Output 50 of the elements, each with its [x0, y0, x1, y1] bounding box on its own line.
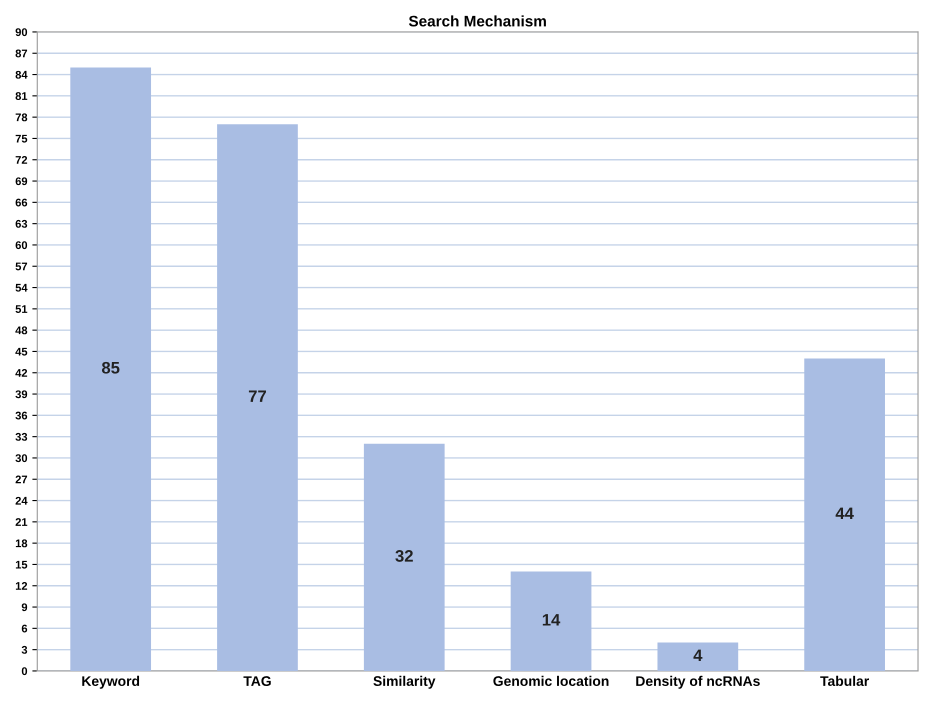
bar [804, 358, 885, 671]
y-tick-label: 66 [16, 198, 28, 206]
y-tick-label: 12 [16, 582, 28, 590]
data-label: 44 [836, 508, 854, 520]
data-label: 85 [102, 362, 120, 374]
bar [217, 124, 298, 671]
y-tick-label: 27 [16, 476, 28, 484]
y-tick-label: 9 [22, 603, 28, 612]
y-tick-label: 57 [16, 262, 28, 270]
y-tick-label: 3 [22, 646, 28, 654]
y-tick-label: 63 [16, 220, 28, 228]
y-tick-label: 87 [16, 50, 28, 58]
y-tick-label: 54 [16, 284, 28, 292]
y-tick-label: 90 [16, 28, 28, 36]
y-tick-label: 42 [15, 369, 28, 377]
y-tick-label: 18 [16, 539, 28, 548]
y-tick-label: 60 [16, 241, 28, 250]
y-tick-label: 24 [16, 496, 28, 505]
bar [364, 444, 445, 671]
data-label: 77 [248, 390, 266, 402]
x-tick-label: Density of ncRNAs [636, 676, 760, 689]
x-tick-label: TAG [243, 676, 271, 686]
chart-title: Search Mechanism [408, 15, 546, 27]
y-tick-label: 6 [22, 624, 28, 632]
y-tick-label: 81 [16, 92, 28, 100]
x-tick-label: Keyword [82, 676, 140, 689]
x-tick-label: Tabular [820, 676, 869, 686]
bar [510, 572, 592, 671]
y-tick-label: 45 [15, 348, 28, 356]
y-tick-label: 72 [16, 156, 28, 164]
x-tick-label: Genomic location [493, 676, 608, 686]
y-tick-label: 78 [16, 113, 28, 122]
bar [657, 642, 738, 671]
y-tick-label: 51 [16, 305, 28, 313]
data-label: 4 [693, 650, 702, 662]
x-tick-label: Similarity [373, 676, 436, 689]
y-tick-label: 39 [15, 390, 28, 398]
y-tick-label: 69 [16, 177, 28, 186]
data-label: 14 [542, 614, 560, 626]
y-tick-label: 84 [16, 70, 28, 79]
y-tick-label: 0 [22, 667, 28, 676]
y-tick-label: 15 [16, 560, 28, 569]
y-tick-label: 36 [15, 412, 28, 420]
y-tick-label: 33 [15, 432, 28, 441]
y-tick-label: 48 [15, 326, 28, 334]
y-tick-label: 75 [16, 134, 28, 143]
y-tick-label: 30 [15, 454, 28, 462]
y-tick-label: 21 [16, 518, 28, 526]
data-label: 32 [395, 550, 413, 562]
bar [70, 67, 152, 671]
